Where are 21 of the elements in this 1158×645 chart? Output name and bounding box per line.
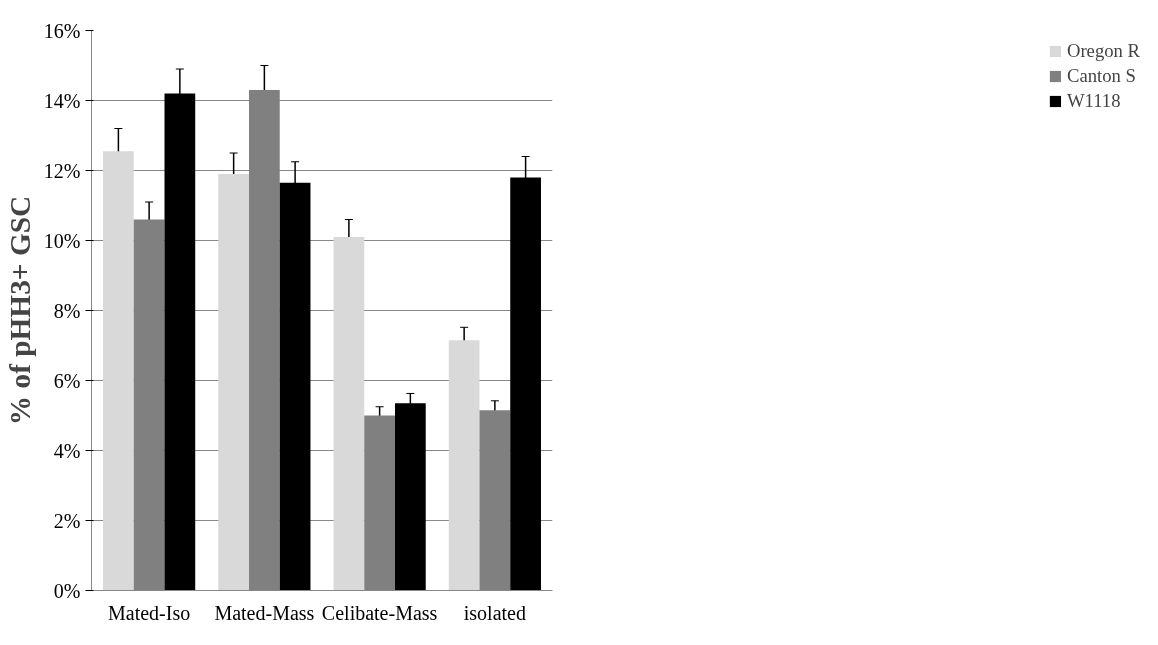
x-tick-label: Celibate-Mass: [321, 601, 438, 624]
x-tick-label: isolated: [463, 601, 526, 624]
legend-label: Oregon R: [1066, 40, 1140, 62]
y-tick-label: 16%: [43, 19, 81, 42]
x-tick-label: Mated-Mass: [214, 601, 315, 624]
legend-label: Canton S: [1066, 65, 1136, 87]
y-tick-label: 2%: [53, 509, 81, 532]
bar: [218, 174, 250, 591]
y-tick-label: 8%: [53, 299, 81, 322]
legend-label: W1118: [1066, 90, 1121, 112]
y-tick-label: 12%: [43, 159, 81, 182]
y-tick-label: 14%: [43, 89, 81, 112]
x-tick-label: Mated-Iso: [108, 601, 191, 624]
bar: [448, 340, 480, 591]
y-tick-label: 10%: [43, 229, 81, 252]
y-axis-title: % of pHH3+ GSC: [3, 195, 36, 426]
y-tick-label: 6%: [53, 369, 81, 392]
y-tick-label: 4%: [53, 439, 81, 462]
bar: [103, 151, 134, 591]
bar: [333, 237, 365, 591]
y-tick-label: 0%: [53, 579, 81, 602]
